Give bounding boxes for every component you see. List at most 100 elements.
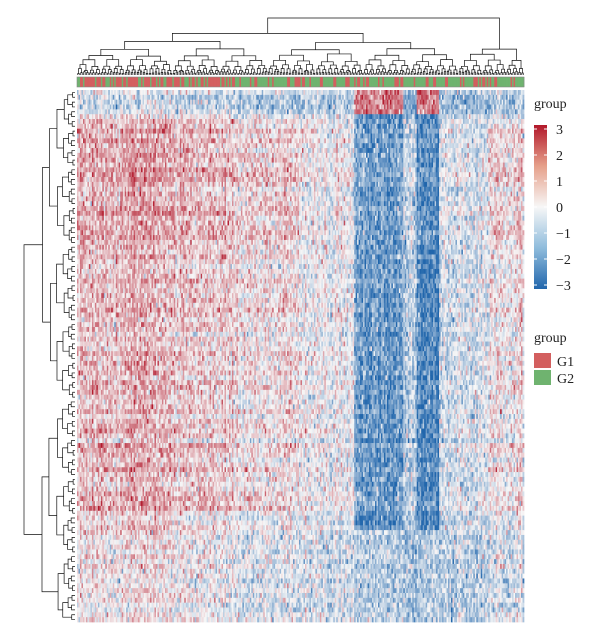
column-dendrogram-branch bbox=[103, 65, 111, 70]
column-dendrogram-branch bbox=[131, 72, 134, 75]
column-dendrogram-branch bbox=[411, 68, 416, 74]
column-dendrogram-branch bbox=[217, 71, 220, 75]
annotation-cell bbox=[172, 77, 175, 87]
annotation-cell bbox=[145, 77, 148, 87]
column-dendrogram-branch bbox=[95, 72, 98, 75]
column-dendrogram-branch bbox=[245, 69, 249, 74]
row-dendrogram-branch bbox=[68, 462, 73, 473]
annotation-cell bbox=[123, 77, 126, 87]
column-dendrogram-branch bbox=[471, 69, 476, 74]
annotation-cell bbox=[117, 77, 120, 87]
row-dendrogram-branch bbox=[71, 198, 75, 205]
row-dendrogram-branch bbox=[41, 476, 59, 593]
column-dendrogram-branch bbox=[130, 59, 143, 66]
column-dendrogram-branch bbox=[253, 71, 256, 75]
column-dendrogram-branch bbox=[511, 60, 522, 69]
column-dendrogram-branch bbox=[495, 70, 500, 74]
column-dendrogram-branch bbox=[341, 65, 349, 71]
column-dendrogram-branch bbox=[172, 33, 364, 43]
column-dendrogram-branch bbox=[223, 71, 226, 75]
column-dendrogram-branch bbox=[113, 68, 118, 73]
column-dendrogram-branch bbox=[449, 72, 453, 75]
column-dendrogram-branch bbox=[185, 69, 190, 74]
column-dendrogram-branch bbox=[470, 72, 473, 75]
column-dendrogram-branch bbox=[378, 71, 381, 75]
row-dendrogram-branch bbox=[72, 130, 75, 137]
column-dendrogram-branch bbox=[440, 72, 444, 75]
column-dendrogram-branch bbox=[363, 72, 366, 75]
row-dendrogram-branch bbox=[72, 507, 75, 514]
column-dendrogram-branch bbox=[360, 72, 363, 75]
column-dendrogram-branch bbox=[107, 72, 110, 75]
column-dendrogram-branch bbox=[446, 71, 450, 75]
column-dendrogram-branch bbox=[339, 71, 342, 75]
column-dendrogram-branch bbox=[388, 70, 392, 74]
column-dendrogram-branch bbox=[77, 73, 80, 75]
column-dendrogram-branch bbox=[519, 68, 523, 74]
column-dendrogram-branch bbox=[187, 72, 190, 75]
column-dendrogram-branch bbox=[506, 71, 509, 75]
column-dendrogram-branch bbox=[84, 70, 88, 73]
column-dendrogram-branch bbox=[82, 59, 96, 67]
column-dendrogram-branch bbox=[229, 72, 232, 75]
row-dendrogram-branch bbox=[70, 188, 75, 195]
column-dendrogram-branch bbox=[175, 71, 178, 75]
column-dendrogram-branch bbox=[494, 72, 497, 75]
row-dendrogram-branch bbox=[70, 401, 75, 408]
row-dendrogram-branch bbox=[62, 176, 70, 197]
column-dendrogram-branch bbox=[113, 72, 116, 75]
annotation-cell bbox=[120, 77, 123, 87]
row-dendrogram-branch bbox=[62, 331, 70, 352]
column-dendrogram-branch bbox=[411, 70, 414, 75]
column-dendrogram-branch bbox=[396, 71, 399, 75]
row-dendrogram-branch bbox=[71, 150, 75, 156]
column-dendrogram-branch bbox=[196, 71, 199, 75]
row-dendrogram-branch bbox=[67, 423, 73, 434]
column-dendrogram-branch bbox=[177, 60, 191, 67]
column-dendrogram-branch bbox=[365, 64, 373, 70]
column-dendrogram-branch bbox=[160, 72, 164, 75]
column-dendrogram-branch bbox=[247, 72, 250, 75]
row-dendrogram-branch bbox=[71, 314, 75, 321]
annotation-cell bbox=[87, 77, 90, 87]
column-dendrogram-branch bbox=[521, 72, 524, 75]
column-dendrogram-branch bbox=[235, 72, 238, 75]
row-dendrogram-branch bbox=[72, 546, 75, 553]
annotation-cell bbox=[161, 77, 164, 87]
annotation-cell bbox=[148, 77, 151, 87]
column-dendrogram-branch bbox=[375, 72, 378, 75]
column-dendrogram-branch bbox=[184, 72, 187, 75]
row-dendrogram-branch bbox=[71, 266, 75, 272]
row-dendrogram-branch bbox=[72, 449, 75, 456]
column-dendrogram-branch bbox=[101, 72, 104, 75]
column-dendrogram-branch bbox=[271, 73, 274, 75]
row-dendrogram-branch bbox=[71, 285, 75, 292]
annotation-cell bbox=[129, 77, 131, 87]
column-dendrogram-branch bbox=[190, 71, 193, 75]
column-dendrogram-branch bbox=[394, 69, 398, 73]
column-dendrogram-branch bbox=[470, 53, 495, 61]
column-dendrogram-branch bbox=[324, 72, 327, 75]
column-dendrogram-branch bbox=[333, 72, 336, 75]
column-dendrogram-branch bbox=[387, 71, 390, 75]
row-dendrogram bbox=[23, 92, 75, 620]
column-dendrogram-branch bbox=[372, 73, 375, 75]
column-dendrogram-branch bbox=[458, 71, 462, 75]
annotation-cell bbox=[115, 77, 118, 87]
column-dendrogram-branch bbox=[268, 71, 271, 75]
column-dendrogram-branch bbox=[464, 60, 477, 67]
row-dendrogram-branch bbox=[63, 215, 70, 236]
column-dendrogram-branch bbox=[155, 68, 160, 74]
annotation-cell bbox=[147, 77, 149, 87]
row-dendrogram-branch bbox=[68, 133, 73, 144]
column-dendrogram-branch bbox=[294, 65, 301, 71]
row-dendrogram-branch bbox=[71, 604, 75, 611]
annotation-cell bbox=[141, 77, 143, 87]
row-dendrogram-branch bbox=[71, 275, 75, 282]
row-dendrogram-branch bbox=[71, 256, 75, 263]
column-dendrogram-branch bbox=[154, 60, 167, 66]
column-dendrogram-branch bbox=[283, 72, 286, 75]
annotation-cell bbox=[133, 77, 136, 87]
annotation-cell bbox=[111, 77, 114, 87]
column-dendrogram-branch bbox=[209, 69, 213, 73]
